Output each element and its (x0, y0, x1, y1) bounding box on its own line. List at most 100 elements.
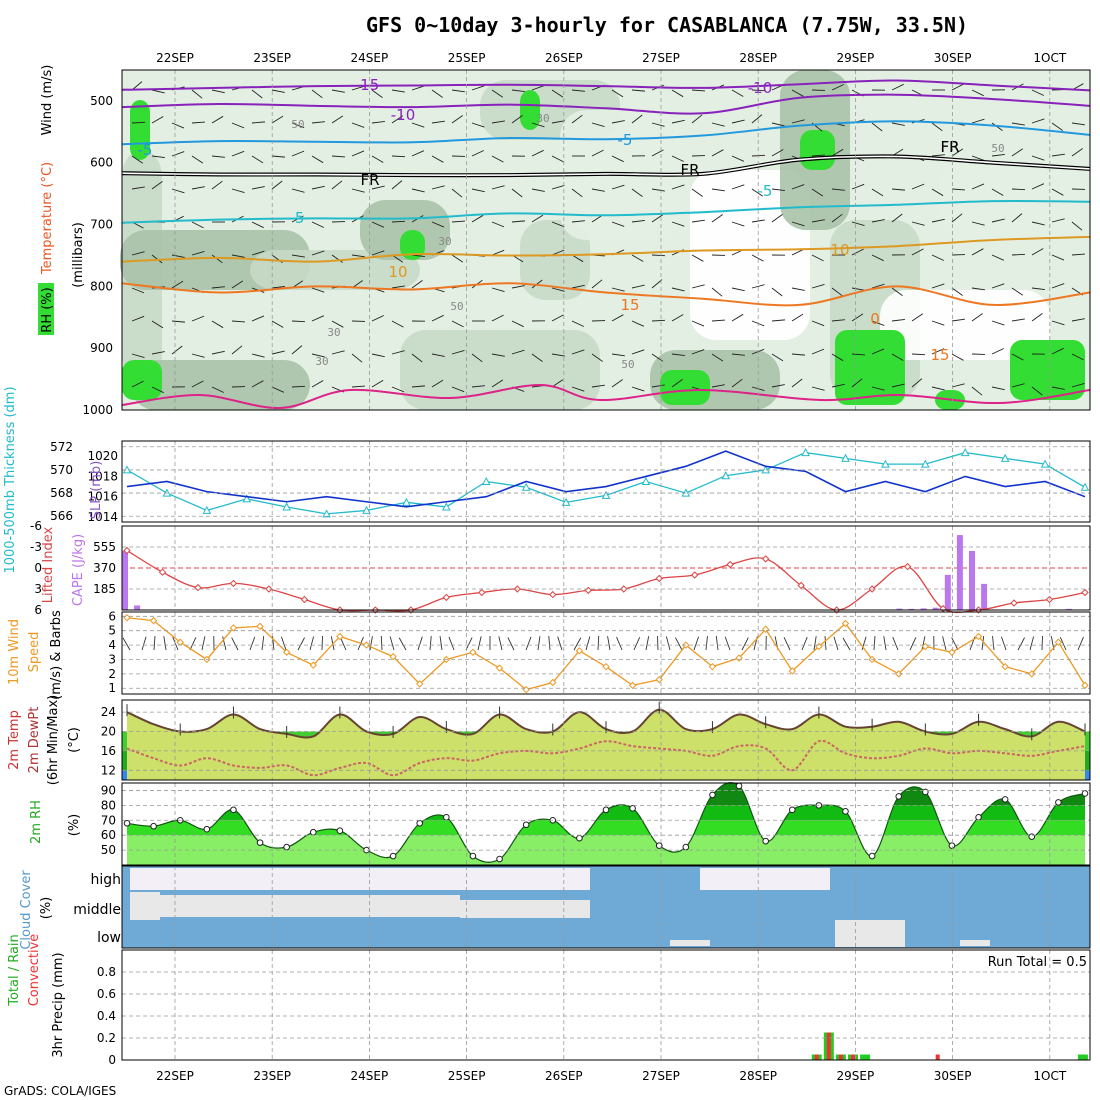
wind-barb (271, 180, 283, 190)
wind-barb (411, 188, 425, 193)
surface-wind-barb (892, 636, 899, 651)
precip-convective-bar (851, 1054, 855, 1060)
wind-barb (691, 219, 705, 223)
wind-barb (191, 155, 204, 164)
thickness-marker (521, 482, 531, 491)
surface-wind-barb (607, 636, 611, 651)
wind-barb (271, 89, 285, 93)
wind-barb (991, 153, 1005, 157)
wind-barb (611, 379, 623, 388)
wind-barb (991, 188, 1004, 196)
thickness-frame (121, 440, 1091, 523)
wind-barb (531, 85, 545, 91)
wind-barb (451, 220, 465, 223)
bottom-date-tick-label: 23SEP (253, 1069, 291, 1083)
rh-high-region (1010, 340, 1085, 400)
wind-barb (471, 353, 483, 363)
dewpoint-line (126, 739, 1086, 777)
slp-axis-label: SLP (mb) (89, 461, 104, 520)
wind-barb (731, 119, 745, 124)
precip-convective-bar (826, 1032, 831, 1060)
lifted-tick-label: -6 (30, 519, 42, 533)
wind-barb (591, 149, 604, 157)
cloud-frame (121, 865, 1091, 949)
wind-barb (691, 188, 703, 197)
wind-barb (931, 386, 945, 391)
isotherm-label: FR (940, 138, 959, 156)
wind-barb (351, 188, 365, 193)
wind-speed-marker (1001, 662, 1009, 671)
wind-barb (171, 122, 185, 129)
lifted-axis-label: Lifted Index (41, 526, 56, 603)
thickness-marker (960, 448, 970, 457)
thickness-marker (202, 505, 212, 514)
wind-barb (551, 314, 564, 322)
wind-barb (971, 248, 984, 256)
wind-barb (191, 121, 205, 124)
thickness-marker (441, 502, 451, 511)
rh-pct-axis-label: (%) (67, 814, 82, 837)
wind-barb (791, 313, 804, 322)
wind-barb (871, 348, 885, 355)
wind-barb (731, 184, 745, 190)
wind-barb (1011, 383, 1025, 388)
wind-barb (791, 353, 805, 356)
top-date-tick-label: 1OCT (1033, 51, 1066, 65)
wind-barb (471, 150, 484, 157)
wind-barb (931, 254, 944, 261)
wind-barb (491, 314, 504, 322)
wind-barb (191, 315, 205, 322)
wind-barb (391, 115, 404, 124)
wind-speed-marker (416, 680, 424, 688)
lifted-index-marker (726, 560, 734, 569)
wind-barb (191, 186, 205, 190)
wind-barb (551, 155, 564, 163)
wind-barb (771, 149, 784, 157)
surface-wind-barb (921, 636, 926, 651)
wind-barb (491, 379, 504, 388)
thickness-tick-label: 566 (50, 509, 73, 523)
wind-barb (311, 121, 325, 124)
cape-bar (969, 550, 975, 610)
cape-bar (920, 608, 927, 610)
wind-barb (351, 85, 365, 91)
wind-barb (791, 184, 805, 190)
wind-barb (831, 287, 843, 297)
wind-barb (691, 284, 705, 289)
wind-barb (491, 120, 505, 124)
cross-section-gridlines (174, 70, 1051, 410)
surface-wind-barb (1059, 637, 1067, 651)
wind-barb (611, 314, 624, 322)
surface-wind-barb (153, 636, 156, 651)
surface-wind-barb (883, 636, 887, 651)
wind-speed-marker (309, 661, 317, 669)
isotherm-label: -5 (758, 182, 773, 200)
wind-barb (751, 89, 766, 92)
isotherm-label: FR (940, 138, 959, 156)
wind-barb (311, 155, 324, 164)
lifted-index-marker (265, 585, 273, 593)
thickness-tick-label: 572 (50, 440, 73, 454)
cloud-row-label: high (90, 872, 121, 888)
isotherm-label: -5 (290, 209, 305, 227)
precip-tick-label: 0 (108, 1053, 116, 1067)
isotherm-line (121, 199, 1091, 224)
wind-barb (811, 154, 825, 157)
wind-barb (311, 287, 325, 293)
temp-gridlines (122, 711, 1090, 771)
run-total-text: Run Total = 0.5 (988, 955, 1087, 970)
lifted-index-marker (903, 562, 912, 571)
wind-barb (451, 89, 465, 93)
wind-barb (211, 115, 224, 124)
wind-barb (811, 386, 825, 391)
wind-barb (411, 85, 425, 91)
pressure-axis: 500 600 700 800 900 1000 (82, 94, 113, 417)
wind-speed-marker (628, 681, 637, 690)
surface-wind-barb (873, 636, 876, 651)
surface-wind-barb (525, 636, 532, 651)
wind-barb (251, 380, 264, 388)
wind-barb (871, 283, 885, 289)
wind-speed-marker (948, 648, 956, 656)
wind-barb (851, 287, 865, 291)
wind-barb (971, 155, 985, 161)
